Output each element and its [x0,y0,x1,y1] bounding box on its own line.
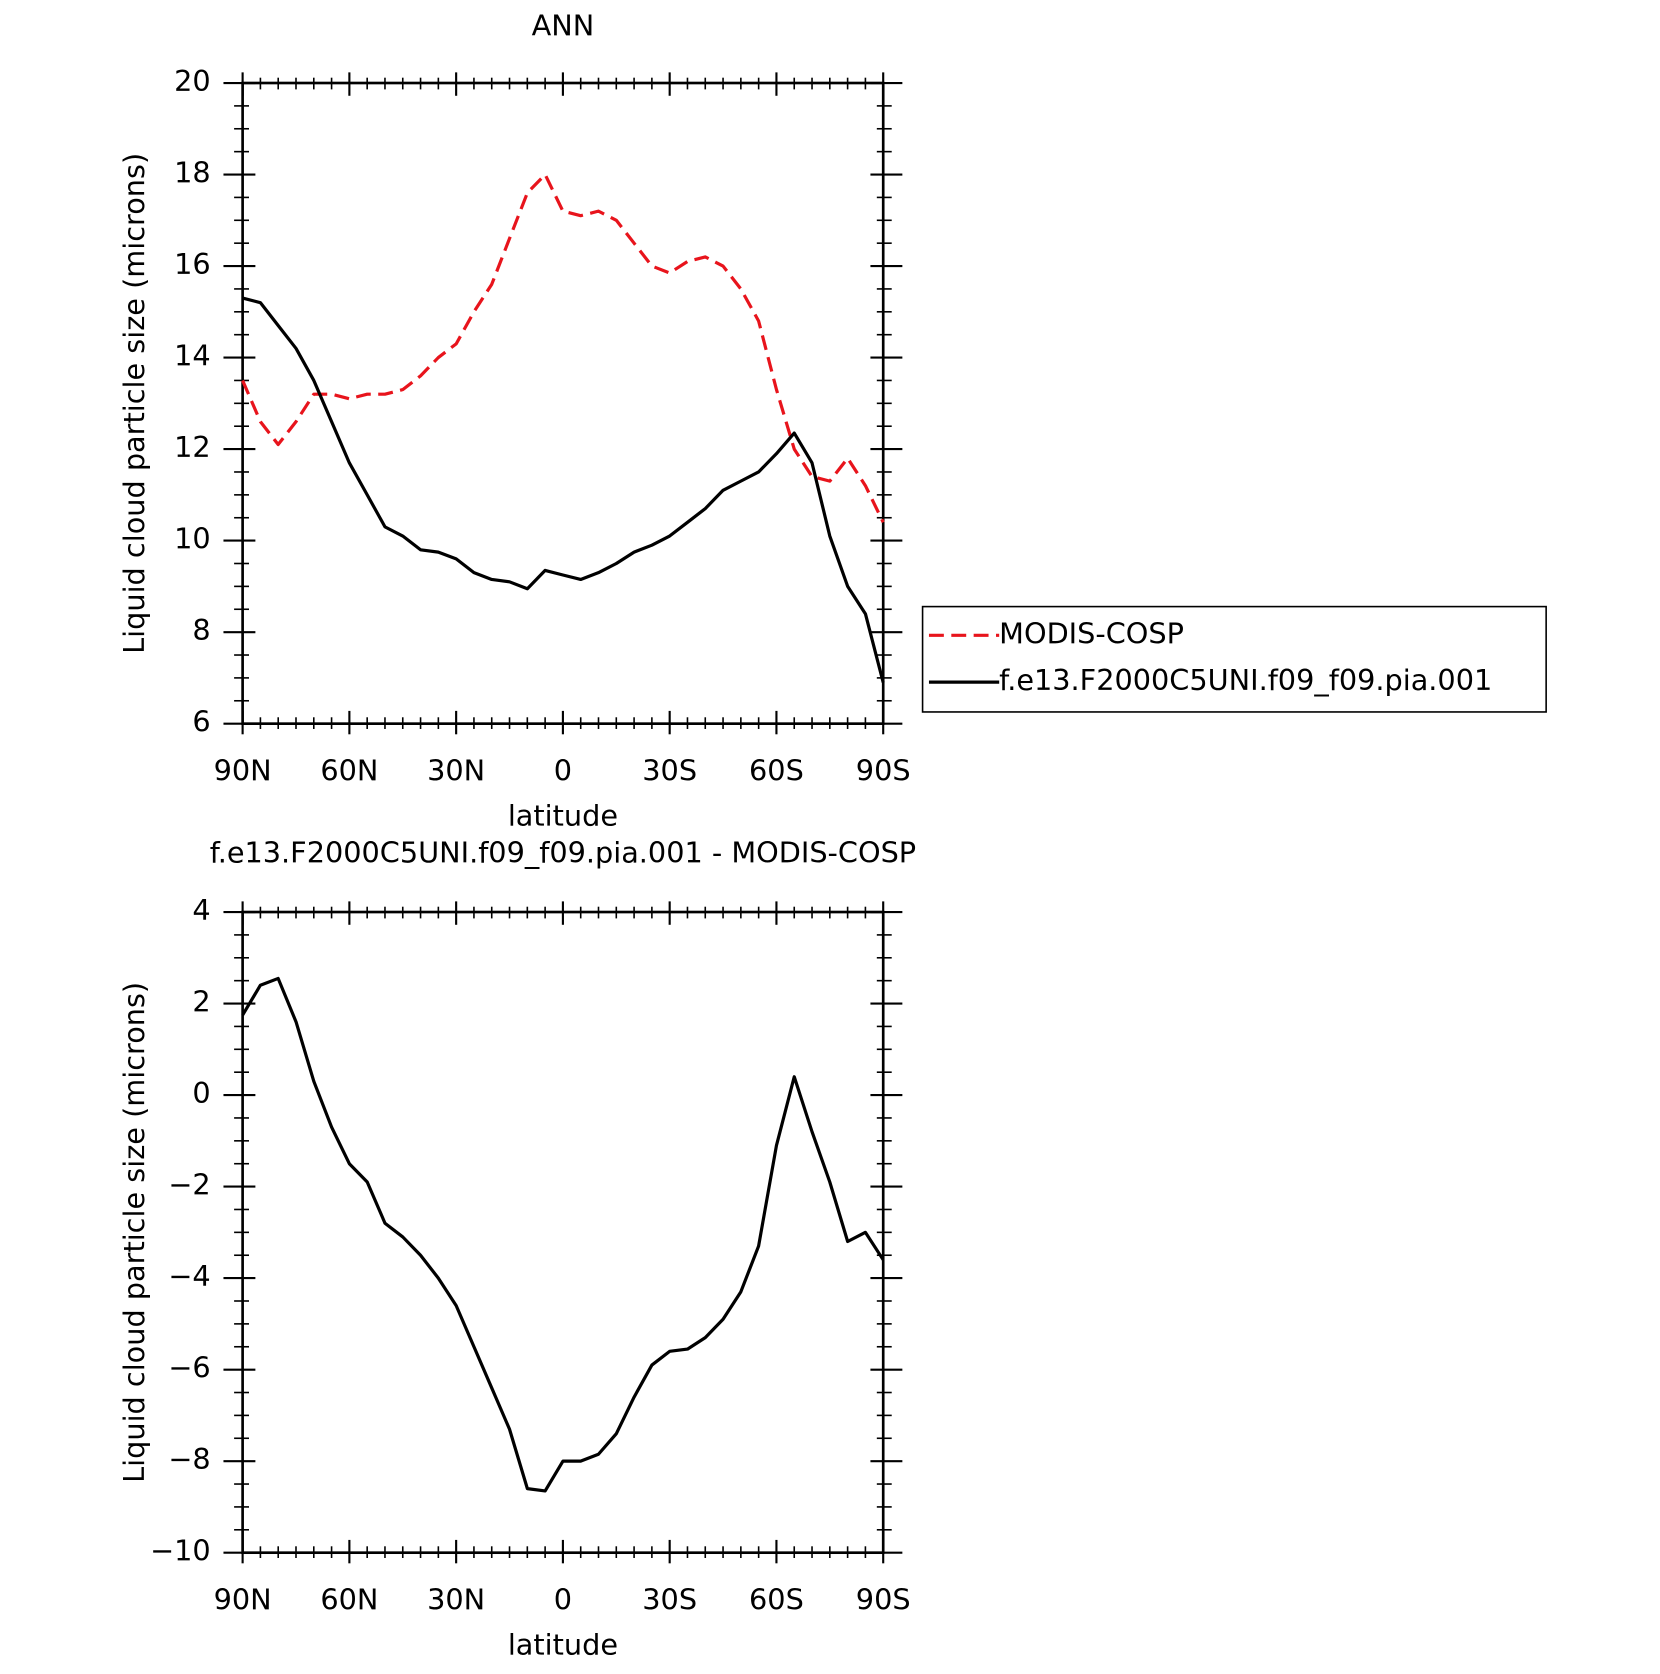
x-tick-label: 90S [856,1583,911,1617]
y-tick-label: −4 [168,1259,210,1293]
x-axis-label: latitude [508,1627,618,1661]
y-tick-label: 8 [192,613,210,647]
legend-label: MODIS-COSP [999,616,1184,650]
data-line [241,172,885,524]
x-tick-label: 60N [320,1583,378,1617]
y-tick-label: −10 [150,1534,211,1568]
x-tick-label: 90S [856,754,911,788]
y-tick-label: 10 [174,522,211,556]
x-axis-label: latitude [508,798,618,832]
y-tick-label: 6 [192,705,210,739]
legend-box [921,605,1547,713]
y-tick-label: 4 [192,893,210,927]
y-tick-label: 12 [174,430,211,464]
data-line [242,296,885,683]
chart-title: ANN [532,9,595,43]
y-tick-label: −2 [168,1168,210,1202]
x-tick-label: 30N [427,754,485,788]
y-tick-label: 14 [174,339,211,373]
plot-frame [241,81,885,725]
plot-frame [241,910,885,1555]
y-tick-label: −6 [168,1351,210,1385]
y-tick-label: 16 [174,247,211,281]
chart-title: f.e13.F2000C5UNI.f09_f09.pia.001 - MODIS… [210,836,916,870]
legend-label: f.e13.F2000C5UNI.f09_f09.pia.001 [999,663,1492,697]
y-tick-label: −8 [168,1442,210,1476]
x-tick-label: 0 [554,754,572,788]
x-tick-label: 30S [642,1583,697,1617]
x-tick-label: 0 [554,1583,572,1617]
x-tick-label: 90N [214,1583,272,1617]
y-tick-label: 20 [174,64,211,98]
x-tick-label: 90N [214,754,272,788]
y-axis-label: Liquid cloud particle size (microns) [117,982,151,1483]
y-tick-label: 0 [192,1076,210,1110]
y-tick-label: 2 [192,985,210,1019]
x-tick-label: 30N [427,1583,485,1617]
x-tick-label: 60S [749,1583,804,1617]
y-tick-label: 18 [174,156,211,190]
y-axis-label: Liquid cloud particle size (microns) [117,153,151,654]
x-tick-label: 60N [320,754,378,788]
x-tick-label: 30S [642,754,697,788]
x-tick-label: 60S [749,754,804,788]
data-line [241,976,885,1493]
